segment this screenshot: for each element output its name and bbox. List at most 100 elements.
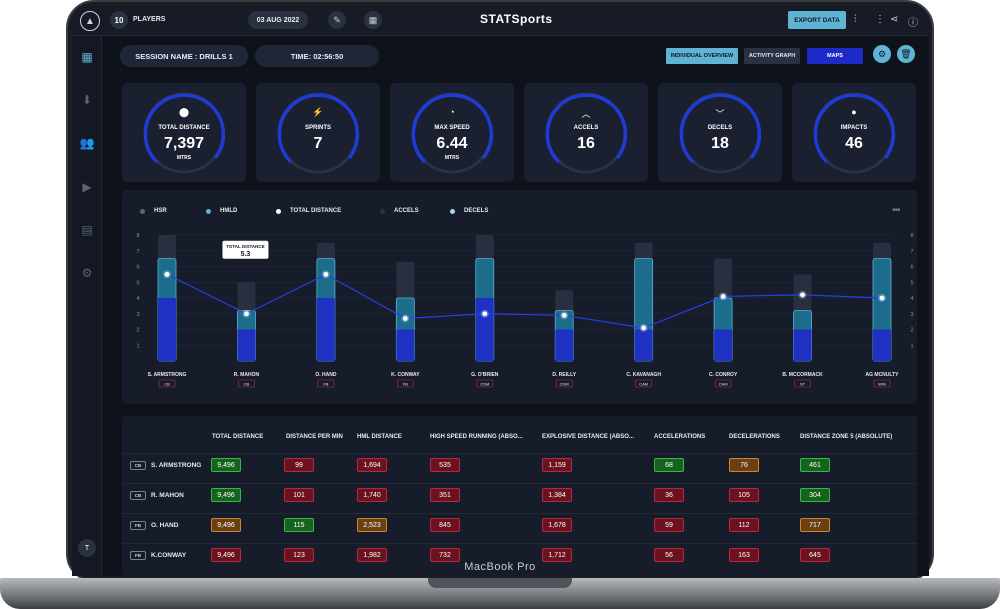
date-selector[interactable]: 03 AUG 2022 [248,11,308,29]
kpi-label: ACCELS [573,125,599,131]
legend-dot [276,208,281,214]
total-distance-point [482,311,488,317]
position-badge: FB [130,551,146,560]
legend-item[interactable]: HMLD [206,208,237,214]
kpi-card: ﹀ DECELS 18 [658,83,782,182]
players-label[interactable]: PLAYERS [133,16,166,23]
accels-bar [158,298,176,361]
y-tick-right: 5 [910,280,913,286]
calculator-icon[interactable]: ▦ [364,11,382,29]
accels-bar [396,329,415,361]
y-tick-left: 4 [136,296,139,302]
accels-bar [475,298,494,361]
x-tick-label: O. HAND [315,372,337,378]
position-tag [317,379,335,388]
position-tag-label: CDM [480,382,489,387]
kpi-label: SPRINTS [304,125,331,131]
table-header[interactable]: EXPLOSIVE DISTANCE (ABSO... [542,434,634,440]
calendar-icon[interactable]: ▤ [81,223,93,237]
table-header[interactable]: TOTAL DISTANCE [212,434,264,440]
player-name[interactable]: O. HAND [151,522,179,529]
individual-overview-button[interactable]: INDIVIDUAL OVERVIEW [666,48,738,64]
more-vertical-icon[interactable]: ⋮ [875,14,885,25]
kpi-value: 7 [313,135,323,152]
chevron-up-icon: ︿ [581,109,591,119]
chart-more-icon[interactable]: ••• [892,205,900,216]
total-distance-point [323,271,329,277]
chart-icon[interactable]: ⫶ [854,14,857,25]
y-tick-left: 7 [136,249,139,255]
share-icon[interactable]: ⋖ [890,14,899,25]
position-tag [794,379,811,388]
player-count-badge[interactable]: 10 [110,11,128,29]
position-tag-label: FB [323,382,328,387]
x-tick-label: K. CONWAY [391,372,420,378]
y-tick-left: 6 [136,265,139,271]
export-data-button[interactable]: EXPORT DATA [788,11,846,29]
legend-item[interactable]: ACCELS [380,208,419,214]
metric-cell: 732 [430,548,460,562]
table-header[interactable]: DECELERATIONS [729,434,780,440]
trash-icon[interactable]: 🗑 [897,45,915,63]
player-name[interactable]: S. ARMSTRONG [151,462,202,469]
legend-item[interactable]: HSR [140,208,167,214]
metric-cell: 1,694 [357,458,387,472]
legend-item[interactable]: TOTAL DISTANCE [276,208,341,214]
table-header[interactable]: DISTANCE PER MIN [286,434,343,440]
kpi-card: ◔ MAX SPEED 6.44 MTRS [390,83,514,182]
accels-bar [873,329,891,361]
metric-cell: 535 [430,458,460,472]
kpi-value: 16 [577,135,595,152]
legend-label: DECELS [464,208,489,214]
metric-cell: 9,496 [211,458,241,472]
users-icon[interactable]: 👥 [79,136,95,150]
total-distance-point [800,292,805,298]
player-name[interactable]: K.CONWAY [151,552,187,559]
metric-cell: 461 [800,458,830,472]
legend-dot [380,208,385,214]
metric-cell: 1,982 [357,548,387,562]
y-tick-right: 7 [910,249,913,255]
activity-graph-button[interactable]: ACTIVITY GRAPH [744,48,800,64]
statsports-logo: STATSports [480,12,553,26]
legend-item[interactable]: DECELS [450,208,488,214]
settings-gear-icon[interactable]: ⚙ [81,266,93,280]
metric-cell: 123 [284,548,314,562]
metric-cell: 163 [729,548,759,562]
y-tick-left: 8 [136,233,139,239]
table-header[interactable]: DISTANCE ZONE 5 (ABSOLUTE) [800,434,893,440]
play-icon[interactable]: ▶ [82,180,92,194]
table-header[interactable]: HML DISTANCE [357,434,402,440]
kpi-value: 7,397 [163,135,205,152]
position-tag-label: CB [164,382,170,387]
table-header[interactable]: ACCELERATIONS [654,434,706,440]
table-header[interactable]: HIGH SPEED RUNNING (ABSO... [430,434,523,440]
x-tick-label: AG MCNULTY [866,372,900,378]
app-logo-icon[interactable]: ▲ [80,11,100,31]
settings-icon[interactable]: ⚙ [873,45,891,63]
dashboard-grid-icon[interactable]: ▦ [81,50,93,64]
download-icon[interactable]: ⬇ [81,93,93,107]
edit-icon[interactable]: ✎ [328,11,346,29]
metric-cell: 1,159 [542,458,572,472]
kpi-value: 18 [711,135,729,152]
metric-cell: 645 [800,548,830,562]
location-pin-icon: ⬤ [178,107,190,117]
metric-cell: 99 [284,458,314,472]
kpi-card: ⬤ TOTAL DISTANCE 7,397 MTRS [122,83,246,182]
x-tick-label: C. CONROY [709,372,738,378]
position-tag [158,379,176,388]
metric-cell: 36 [654,488,684,502]
kpi-ring [277,92,360,174]
info-icon[interactable]: ⓘ [908,18,918,29]
kpi-unit: MTRS [444,155,460,161]
sidebar: ▦ ⬇ 👥 ▶ ▤ ⚙ T [72,36,102,576]
metric-cell: 351 [430,488,460,502]
speed-icon: ◔ [449,107,455,117]
player-name[interactable]: R. MAHON [151,492,184,499]
metric-cell: 1,678 [542,518,572,532]
user-avatar[interactable]: T [78,539,96,557]
maps-button[interactable]: MAPS [807,48,863,64]
y-tick-right: 3 [910,312,913,318]
